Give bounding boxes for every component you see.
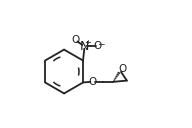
Text: O: O — [88, 77, 97, 87]
Text: O: O — [93, 41, 102, 51]
Text: −: − — [97, 39, 105, 48]
Text: O: O — [71, 35, 80, 45]
Text: O: O — [118, 64, 126, 74]
Text: ±: ± — [84, 39, 91, 48]
Text: N: N — [80, 40, 89, 53]
